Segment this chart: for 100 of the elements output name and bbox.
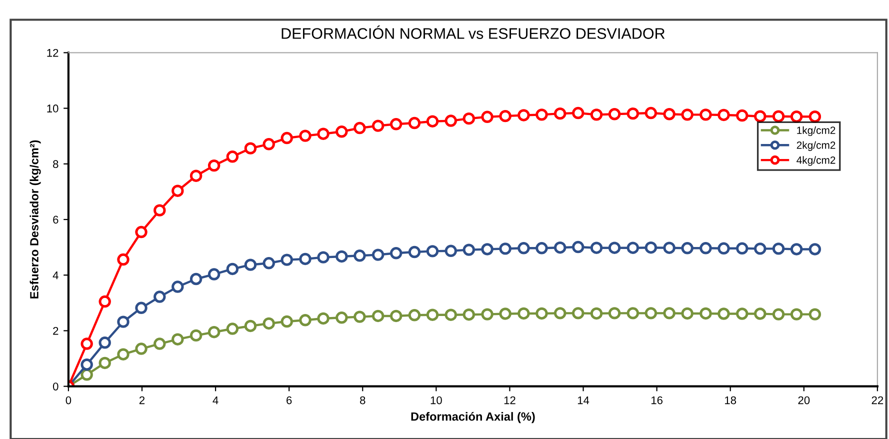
point [808, 110, 822, 123]
x-tick-label: 6 [286, 396, 292, 404]
y-tick-label: 0 [52, 382, 58, 390]
point [790, 243, 803, 256]
x-tick-label: 10 [430, 396, 442, 404]
point [700, 307, 712, 320]
point [172, 280, 184, 293]
point [536, 242, 548, 254]
chart-title: DEFORMACIÓN NORMAL vs ESFUERZO DESVIADOR [282, 26, 665, 39]
point [262, 257, 275, 270]
point [226, 322, 239, 335]
point [372, 120, 384, 132]
point [518, 242, 530, 254]
point [80, 368, 93, 381]
point [154, 290, 166, 303]
point [336, 312, 348, 324]
point [299, 130, 312, 142]
point [718, 108, 730, 122]
point [608, 242, 621, 254]
y-tick-label: 2 [53, 326, 58, 335]
point [280, 132, 293, 144]
point [372, 310, 384, 322]
point [518, 307, 530, 320]
point [718, 242, 730, 255]
point [554, 241, 566, 254]
point [462, 244, 476, 256]
point [608, 108, 621, 120]
point [226, 150, 239, 163]
point [208, 326, 220, 338]
point [80, 338, 93, 350]
point [244, 258, 257, 271]
x-tick-label: 16 [651, 396, 662, 404]
point [718, 308, 730, 320]
point [626, 242, 640, 254]
point [499, 110, 512, 122]
x-tick-label: 12 [504, 396, 516, 404]
point [572, 240, 584, 254]
point [644, 307, 658, 320]
point [663, 307, 676, 320]
point [172, 333, 184, 346]
point [299, 252, 312, 266]
point [462, 112, 476, 125]
point [536, 307, 548, 320]
point [354, 250, 366, 262]
point [626, 307, 640, 320]
point [317, 251, 330, 264]
point [190, 170, 202, 182]
point [426, 115, 439, 128]
point [208, 268, 220, 280]
point [772, 110, 785, 122]
point [390, 118, 402, 130]
x-tick-label: 8 [360, 396, 366, 404]
point [644, 241, 658, 254]
point [317, 128, 330, 140]
point [499, 308, 512, 320]
point [808, 308, 822, 320]
legend-label: 4kg/cm2 [796, 156, 836, 166]
point [754, 242, 766, 255]
point [426, 308, 439, 321]
point [754, 110, 766, 122]
x-axis-title: Deformación Axial (%) [411, 412, 535, 424]
x-tick-label: 2 [139, 396, 145, 404]
point [499, 242, 512, 255]
x-tick-label: 4 [212, 396, 218, 404]
x-tick-label: 0 [66, 396, 72, 404]
point [772, 308, 785, 320]
point [226, 262, 239, 276]
point [98, 336, 111, 349]
point [736, 242, 748, 255]
y-tick-label: 10 [47, 104, 58, 112]
point [354, 122, 366, 134]
point [208, 159, 220, 172]
y-tick-label: 6 [53, 216, 58, 224]
point [190, 272, 202, 286]
point [644, 106, 658, 120]
point [772, 242, 785, 255]
point [681, 108, 694, 121]
point [590, 307, 603, 320]
point [736, 308, 748, 320]
point [336, 126, 348, 138]
point [700, 242, 712, 254]
point [462, 308, 476, 321]
point [80, 358, 93, 371]
point [172, 184, 184, 197]
point [98, 295, 111, 308]
point [736, 109, 748, 122]
point [590, 108, 603, 121]
point [408, 309, 421, 322]
point [135, 302, 148, 314]
point [299, 314, 312, 326]
point [681, 307, 694, 320]
point [117, 348, 130, 360]
point [354, 310, 366, 323]
point [536, 108, 548, 121]
y-axis-title: Esfuerzo Desviador (kg/cm²) [30, 140, 41, 298]
legend-label: 1kg/cm2 [797, 126, 836, 136]
point [681, 242, 694, 254]
point [700, 108, 712, 121]
point [481, 243, 494, 256]
point [390, 310, 402, 322]
